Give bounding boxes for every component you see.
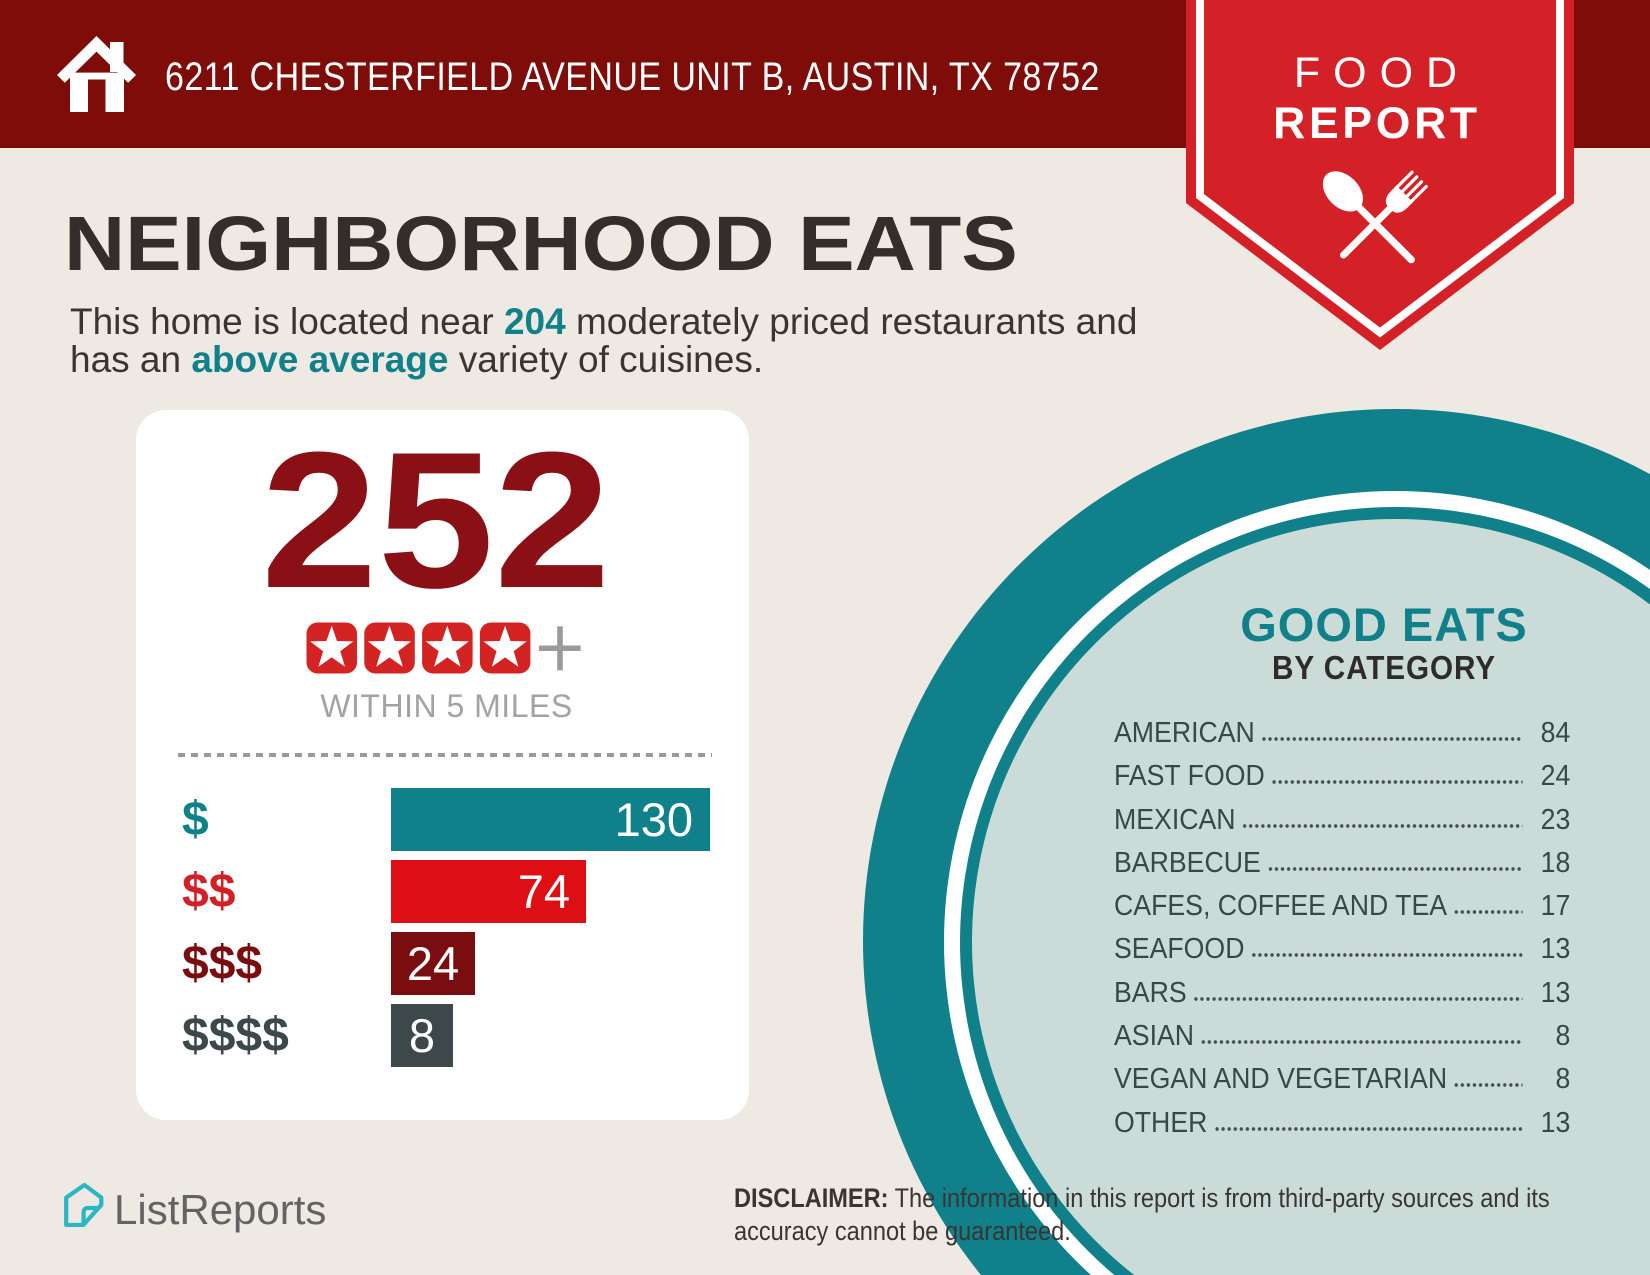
- svg-text:REPORT: REPORT: [1273, 99, 1481, 148]
- svg-text:FOOD: FOOD: [1294, 49, 1470, 97]
